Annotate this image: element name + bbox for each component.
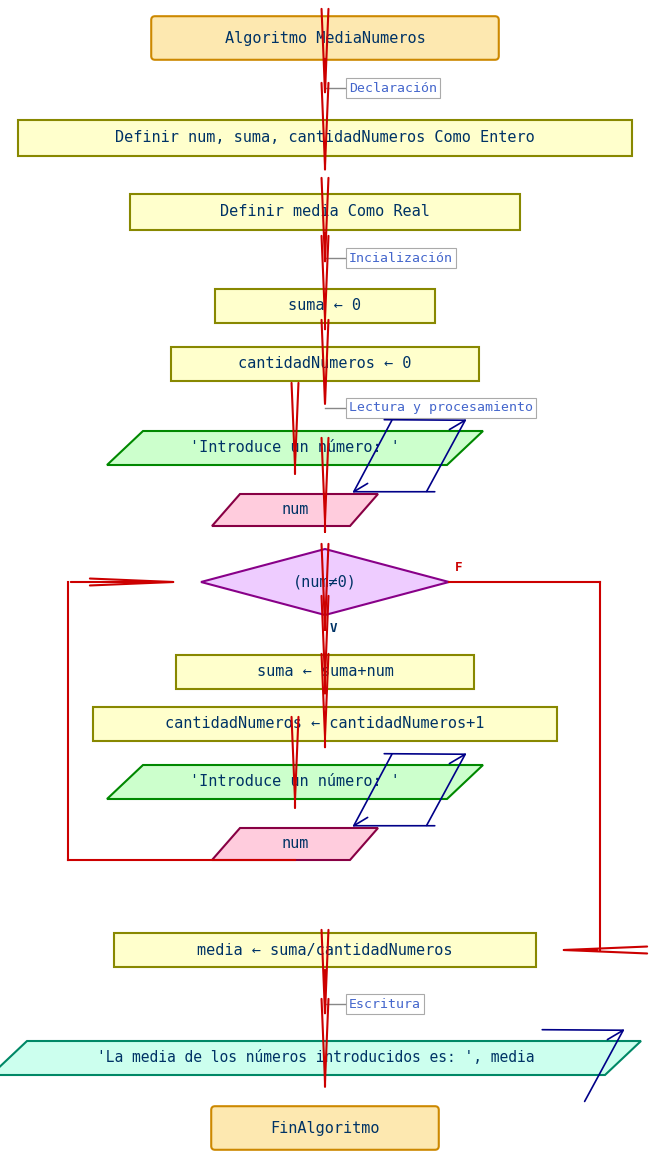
Polygon shape xyxy=(0,1041,641,1075)
Text: num: num xyxy=(281,502,309,517)
Text: Incialización: Incialización xyxy=(349,252,453,264)
Polygon shape xyxy=(212,494,378,526)
Text: 'Introduce un número: ': 'Introduce un número: ' xyxy=(190,775,400,790)
Text: Algoritmo MediaNumeros: Algoritmo MediaNumeros xyxy=(225,30,425,46)
Text: Lectura y procesamiento: Lectura y procesamiento xyxy=(349,401,533,414)
Polygon shape xyxy=(212,828,378,860)
Bar xyxy=(215,289,435,323)
Bar xyxy=(93,707,557,741)
Polygon shape xyxy=(201,549,449,615)
Text: V: V xyxy=(330,621,337,634)
Text: suma ← suma+num: suma ← suma+num xyxy=(257,665,393,680)
Polygon shape xyxy=(107,765,483,799)
Text: cantidadNumeros ← cantidadNumeros+1: cantidadNumeros ← cantidadNumeros+1 xyxy=(165,716,485,731)
Bar xyxy=(130,194,520,230)
Text: media ← suma/cantidadNumeros: media ← suma/cantidadNumeros xyxy=(197,943,453,957)
Text: F: F xyxy=(455,560,463,574)
Text: num: num xyxy=(281,837,309,852)
Text: Declaración: Declaración xyxy=(349,82,437,95)
Text: FinAlgoritmo: FinAlgoritmo xyxy=(270,1121,380,1136)
FancyBboxPatch shape xyxy=(151,16,499,60)
Text: Escritura: Escritura xyxy=(349,998,421,1011)
Bar xyxy=(171,347,479,381)
FancyBboxPatch shape xyxy=(211,1106,439,1150)
Text: cantidadNumeros ← 0: cantidadNumeros ← 0 xyxy=(239,357,411,372)
Text: 'Introduce un número: ': 'Introduce un número: ' xyxy=(190,440,400,455)
Bar xyxy=(18,121,632,156)
Text: Definir media Como Real: Definir media Como Real xyxy=(220,205,430,220)
Bar xyxy=(114,932,536,966)
Text: suma ← 0: suma ← 0 xyxy=(289,298,361,314)
Text: (num≠0): (num≠0) xyxy=(293,574,357,590)
Bar xyxy=(176,655,474,689)
Text: Definir num, suma, cantidadNumeros Como Entero: Definir num, suma, cantidadNumeros Como … xyxy=(115,131,535,145)
Text: 'La media de los números introducidos es: ', media: 'La media de los números introducidos es… xyxy=(98,1051,535,1066)
Polygon shape xyxy=(107,431,483,464)
